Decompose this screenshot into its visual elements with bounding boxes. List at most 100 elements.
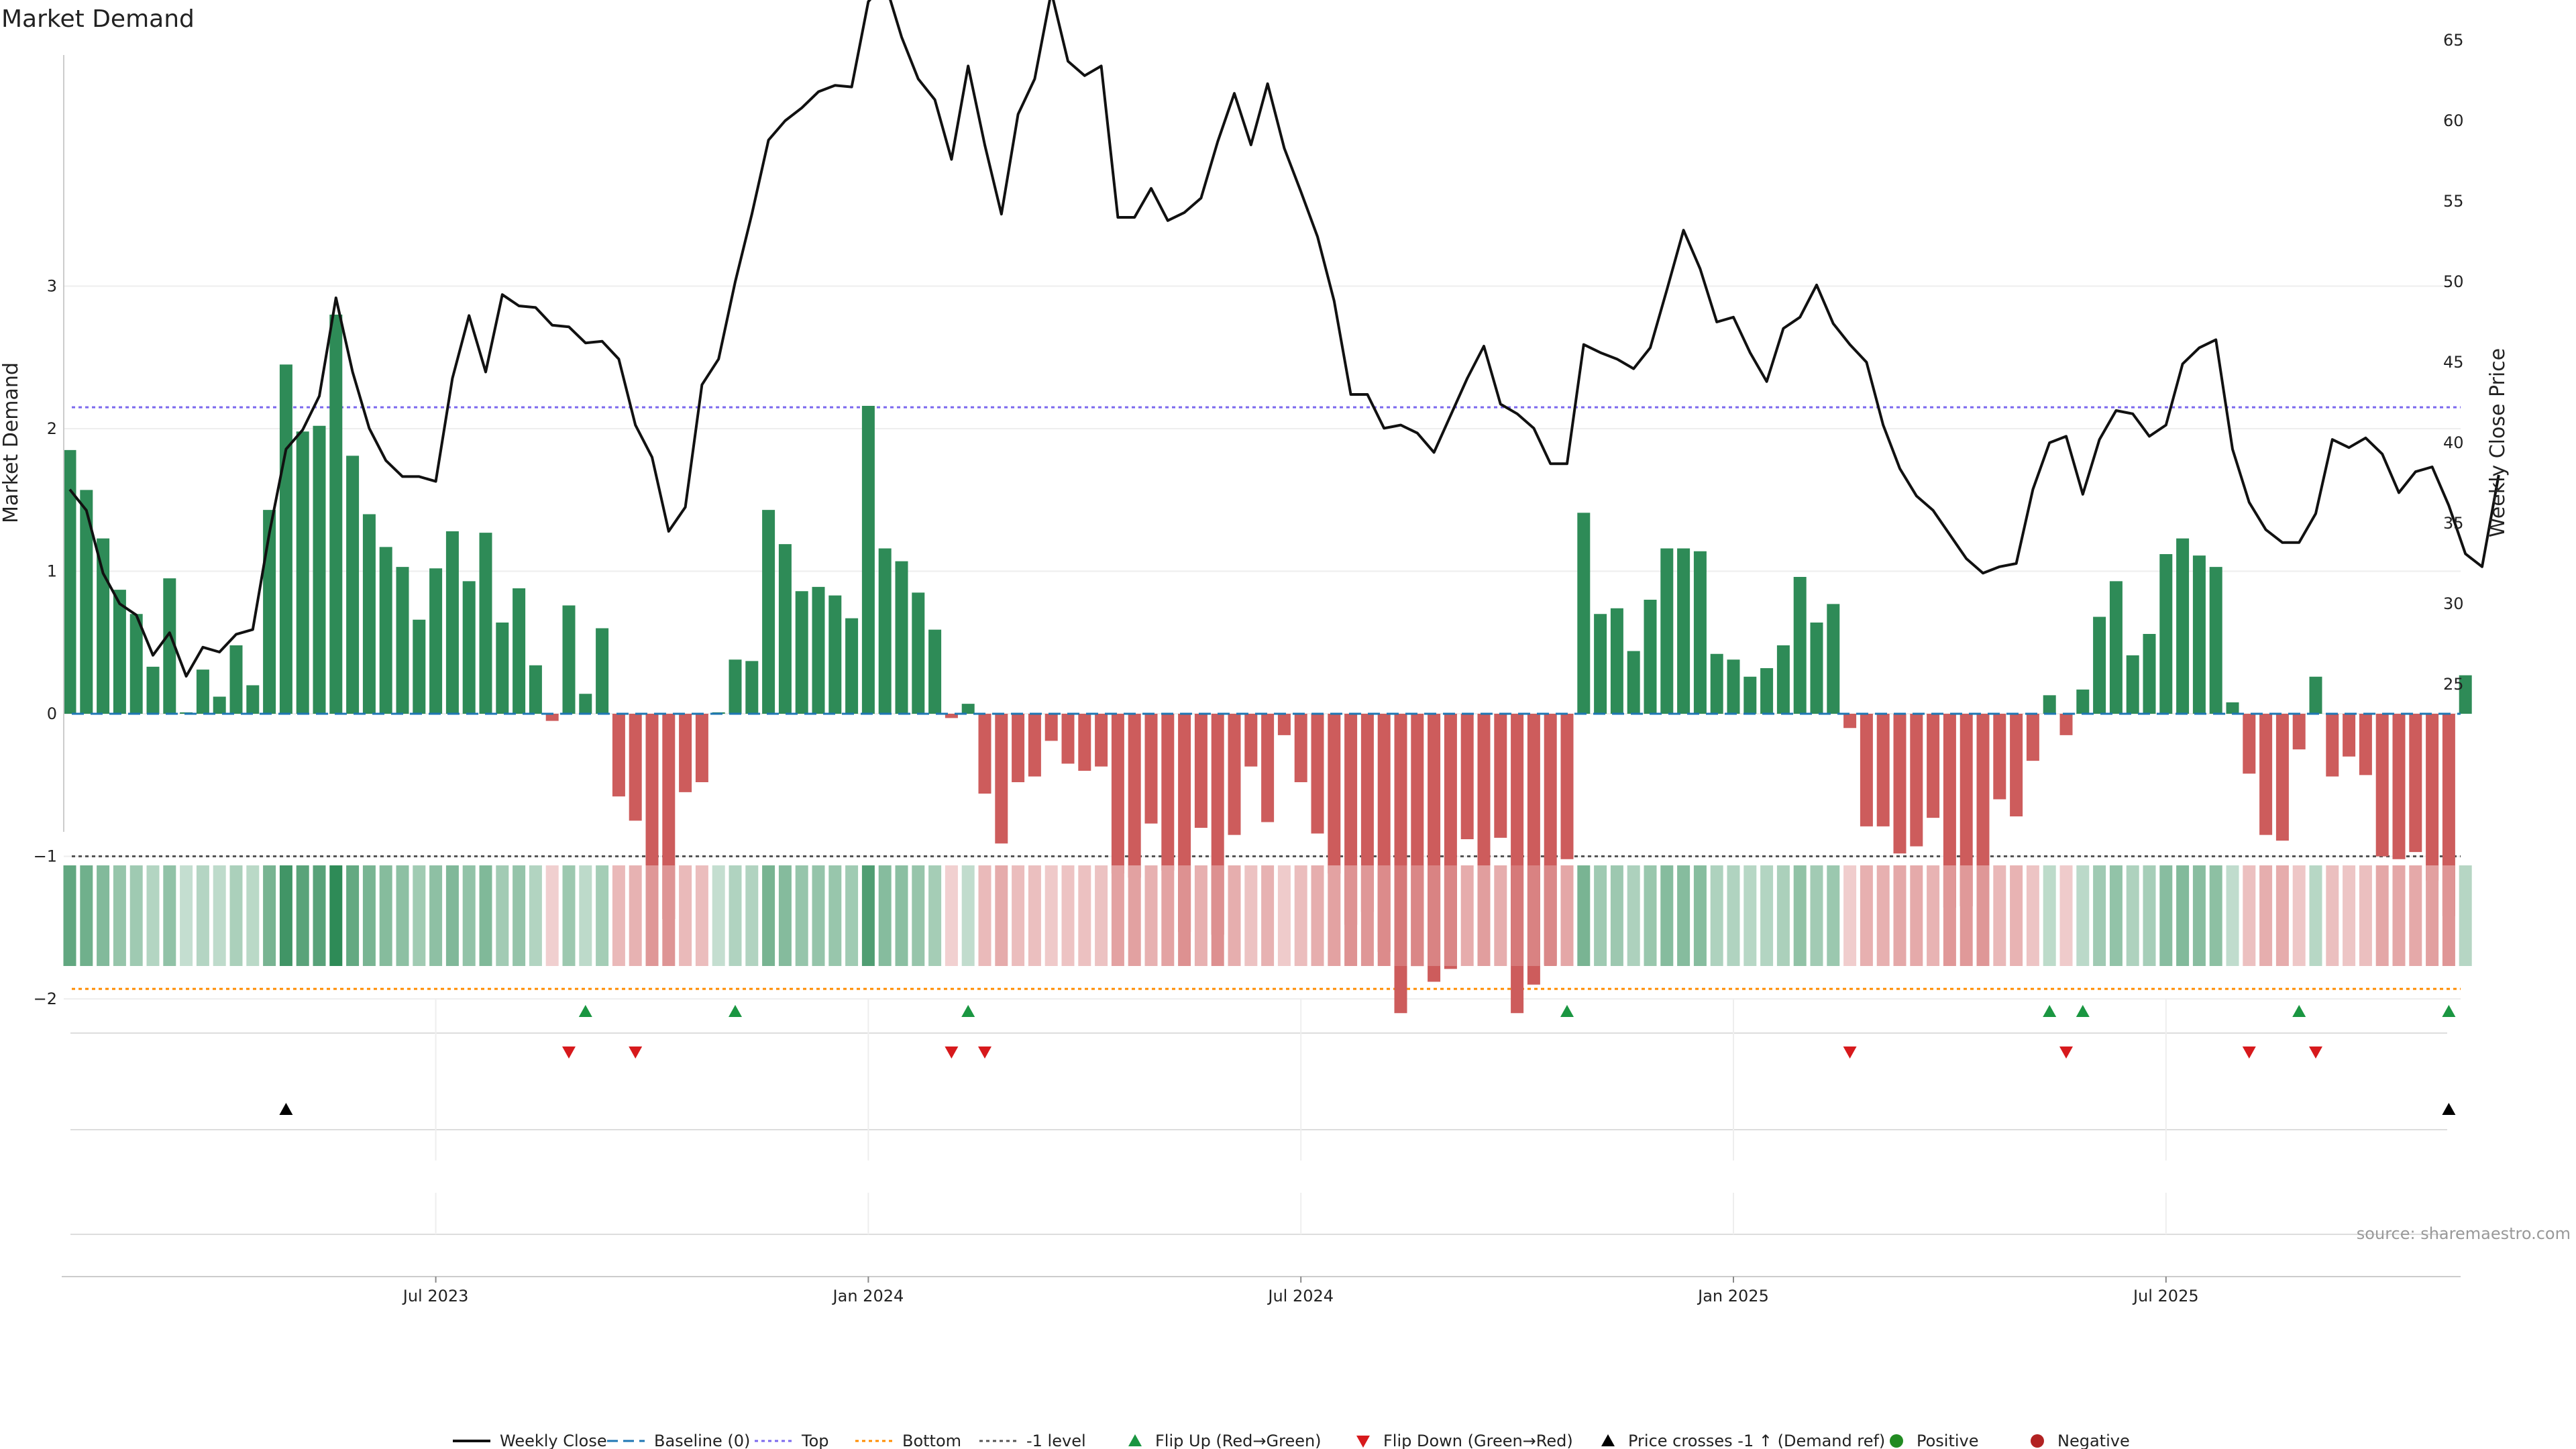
demand-bar (2292, 714, 2306, 750)
legend-label: Top (801, 1432, 829, 1449)
demand-bar (97, 538, 110, 714)
heat-cell (1560, 865, 1574, 966)
demand-bar (2076, 689, 2090, 714)
demand-bar (2343, 714, 2356, 757)
heat-cell (2192, 865, 2206, 966)
heat-cell (1078, 865, 1091, 966)
y-axis-label: Market Demand (0, 362, 23, 523)
heat-cell (545, 865, 559, 966)
legend-swatch (1356, 1436, 1370, 1448)
demand-bar (695, 714, 708, 782)
flip-down-marker (2309, 1046, 2322, 1059)
heat-cell (2409, 865, 2422, 966)
heat-cell (1993, 865, 2006, 966)
heat-cell (1394, 865, 1407, 966)
x-tick-label: Jan 2024 (832, 1287, 904, 1305)
flip-up-marker (729, 1005, 742, 1017)
heat-cell (1012, 865, 1025, 966)
demand-bar (562, 605, 576, 714)
demand-bar (2143, 634, 2156, 714)
y-tick-label: −2 (34, 989, 57, 1008)
demand-bar (2176, 538, 2190, 714)
heat-cell (1627, 865, 1640, 966)
heat-cell (1610, 865, 1623, 966)
demand-bar (2093, 616, 2106, 714)
demand-bar (129, 614, 143, 714)
heat-cell (562, 865, 576, 966)
demand-bar (1261, 714, 1275, 822)
heat-cell (362, 865, 376, 966)
y-tick-label: 2 (47, 419, 57, 438)
demand-bar (995, 714, 1008, 844)
demand-bar (346, 455, 360, 714)
legend-label: Positive (1917, 1432, 1979, 1449)
heat-cell (2010, 865, 2023, 966)
demand-bar (1277, 714, 1291, 735)
y2-tick-label: 35 (2443, 514, 2464, 533)
heat-cell (961, 865, 975, 966)
demand-bar (362, 514, 376, 714)
demand-bar (1910, 714, 1923, 847)
demand-bar (812, 586, 825, 714)
heat-cell (2259, 865, 2273, 966)
heat-cell (1843, 865, 1857, 966)
heat-cell (1743, 865, 1757, 966)
heat-cell (396, 865, 409, 966)
heat-cell (329, 865, 343, 966)
heat-cell (1211, 865, 1224, 966)
heat-cell (146, 865, 160, 966)
heat-cell (1910, 865, 1923, 966)
heat-cell (1710, 865, 1723, 966)
heat-cell (313, 865, 326, 966)
heat-cell (479, 865, 492, 966)
heat-cell (2093, 865, 2106, 966)
demand-bar (2359, 714, 2372, 775)
heat-cell (729, 865, 742, 966)
heat-cell (2159, 865, 2173, 966)
heat-cell (1776, 865, 1790, 966)
demand-bar (1776, 645, 1790, 714)
demand-bar (379, 547, 392, 714)
flip-up-marker (2076, 1005, 2090, 1017)
demand-bar (1128, 714, 1141, 878)
heat-cell (2326, 865, 2339, 966)
heat-cell (1943, 865, 1956, 966)
demand-bar (196, 669, 209, 714)
heat-cell (1294, 865, 1307, 966)
heat-cell (2343, 865, 2356, 966)
heat-cell (1328, 865, 1341, 966)
heat-cell (113, 865, 126, 966)
demand-bar (1111, 714, 1124, 873)
heat-cell (1411, 865, 1424, 966)
heat-cell (163, 865, 176, 966)
demand-bar (1743, 676, 1757, 714)
chart-title: Market Demand (1, 5, 195, 33)
legend-item-top: Top (755, 1432, 829, 1449)
heat-cell (129, 865, 143, 966)
legend-swatch (1601, 1434, 1615, 1446)
heat-cell (1194, 865, 1208, 966)
demand-bar (778, 544, 792, 714)
demand-bar (1228, 714, 1241, 835)
y-tick-label: 0 (47, 704, 57, 723)
heat-cell (1095, 865, 1108, 966)
demand-bar (762, 510, 775, 714)
heat-cell (180, 865, 193, 966)
legend-label: Weekly Close (500, 1432, 607, 1449)
heat-cell (1477, 865, 1491, 966)
heat-cell (945, 865, 958, 966)
demand-bar (645, 714, 659, 914)
demand-bar (1577, 513, 1591, 714)
heat-cell (679, 865, 692, 966)
demand-bar (679, 714, 692, 792)
demand-bar (1012, 714, 1025, 782)
legend-item-flip-up: Flip Up (Red→Green) (1128, 1432, 1322, 1449)
heat-cell (413, 865, 426, 966)
legend-item-baseline: Baseline (0) (607, 1432, 750, 1449)
legend-label: Price crosses -1 ↑ (Demand ref) (1628, 1432, 1885, 1449)
demand-bar (513, 588, 526, 714)
flip-up-marker (1560, 1005, 1574, 1017)
legend-item-minus-one: -1 level (979, 1432, 1086, 1449)
heat-cell (1793, 865, 1807, 966)
demand-bar (213, 696, 226, 714)
